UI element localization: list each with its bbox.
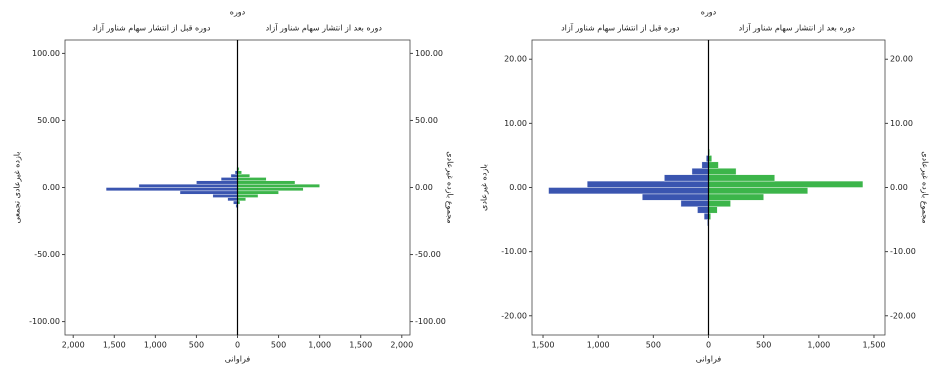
histogram-bar xyxy=(548,187,709,195)
y2-tick-label: -100.00 xyxy=(415,317,446,326)
histogram-bar xyxy=(212,194,238,198)
x-tick-label: 0 xyxy=(706,341,711,350)
y-tick-label: 50.00 xyxy=(37,116,60,125)
y-tick-label: -20.00 xyxy=(501,311,527,320)
histogram-bar xyxy=(708,187,808,195)
histogram-bar xyxy=(237,183,320,188)
histogram-bar xyxy=(586,180,709,188)
histogram-bar xyxy=(708,168,737,175)
legend-label: دوره بعد از انتشار سهام شناور آزاد xyxy=(739,23,856,33)
x-tick-label: 1,500 xyxy=(103,341,126,350)
chart-title: دوره xyxy=(701,8,717,17)
y2-tick-label: -10.00 xyxy=(890,247,916,256)
histogram-bar xyxy=(138,183,238,188)
histogram-bar xyxy=(105,187,238,192)
y2-tick-label: -20.00 xyxy=(890,311,916,320)
y2-tick-label: 50.00 xyxy=(415,116,438,125)
histogram-bar xyxy=(708,161,719,169)
legend-label: دوره قبل از انتشار سهام شناور آزاد xyxy=(561,23,680,33)
y-axis-label: بازده غیرعادی تجمعی xyxy=(13,152,22,224)
x-tick-label: 500 xyxy=(756,341,771,350)
y2-axis-label: مجموع بازده غیرعادی xyxy=(446,151,455,223)
x-tick-label: 1,000 xyxy=(807,341,830,350)
histogram-bar xyxy=(697,206,709,214)
x-tick-label: 500 xyxy=(646,341,661,350)
histogram-bar xyxy=(664,174,709,182)
y2-tick-label: -50.00 xyxy=(415,250,441,259)
histogram-bar xyxy=(703,212,709,220)
y2-tick-label: 20.00 xyxy=(890,55,913,64)
y-tick-label: 0.00 xyxy=(509,183,527,192)
histogram-bar xyxy=(220,177,238,181)
histogram-bar xyxy=(237,173,251,178)
histogram-bar xyxy=(701,161,709,169)
y2-axis-label: مجموع بازده غیرعادی xyxy=(921,151,929,223)
x-tick-label: 0 xyxy=(235,341,240,350)
y-tick-label: -100.00 xyxy=(29,317,60,326)
y-tick-label: 10.00 xyxy=(504,119,527,128)
x-tick-label: 500 xyxy=(189,341,204,350)
histogram-bar xyxy=(237,197,246,202)
histogram-bar xyxy=(237,170,242,175)
histogram-bar xyxy=(233,200,238,205)
histogram-bar xyxy=(179,190,238,195)
x-tick-label: 2,000 xyxy=(62,341,85,350)
y2-tick-label: 100.00 xyxy=(415,49,443,58)
y-tick-label: 20.00 xyxy=(504,55,527,64)
histogram-bar xyxy=(237,180,296,185)
y-tick-label: -10.00 xyxy=(501,247,527,256)
histogram-bar xyxy=(196,180,238,185)
x-tick-label: 1,000 xyxy=(587,341,610,350)
histogram-bar xyxy=(227,197,238,202)
histogram-bar xyxy=(708,193,764,201)
y-tick-label: 100.00 xyxy=(32,49,60,58)
chart-title: دوره xyxy=(230,8,246,17)
y2-tick-label: 0.00 xyxy=(890,183,908,192)
histogram-bar xyxy=(237,190,279,195)
histogram-bar xyxy=(642,193,709,201)
x-tick-label: 2,000 xyxy=(390,341,413,350)
histogram-bar xyxy=(708,180,864,188)
x-tick-label: 1,500 xyxy=(532,341,555,350)
x-axis-label: فراوانی xyxy=(696,355,722,364)
histogram-bar xyxy=(237,194,259,198)
y-tick-label: 0.00 xyxy=(42,183,60,192)
x-tick-label: 1,500 xyxy=(349,341,372,350)
x-tick-label: 1,000 xyxy=(144,341,167,350)
histogram-bar xyxy=(237,177,267,181)
legend-label: دوره قبل از انتشار سهام شناور آزاد xyxy=(92,23,211,33)
y-tick-label: -50.00 xyxy=(34,250,60,259)
x-axis-label: فراوانی xyxy=(225,355,251,364)
legend-label: دوره بعد از انتشار سهام شناور آزاد xyxy=(266,23,383,33)
histogram-bar xyxy=(691,168,709,175)
x-tick-label: 1,500 xyxy=(863,341,886,350)
histogram-bar xyxy=(708,200,731,207)
y2-tick-label: 10.00 xyxy=(890,119,913,128)
x-tick-label: 500 xyxy=(271,341,286,350)
histogram-bar xyxy=(237,187,304,192)
y-axis-label: بازده غیرعادی xyxy=(480,164,489,211)
histogram-bar xyxy=(680,200,709,207)
x-tick-label: 1,000 xyxy=(308,341,331,350)
histogram-bar xyxy=(708,174,775,182)
histogram-bar xyxy=(708,206,718,214)
y2-tick-label: 0.00 xyxy=(415,183,433,192)
histogram-bar xyxy=(230,173,238,178)
